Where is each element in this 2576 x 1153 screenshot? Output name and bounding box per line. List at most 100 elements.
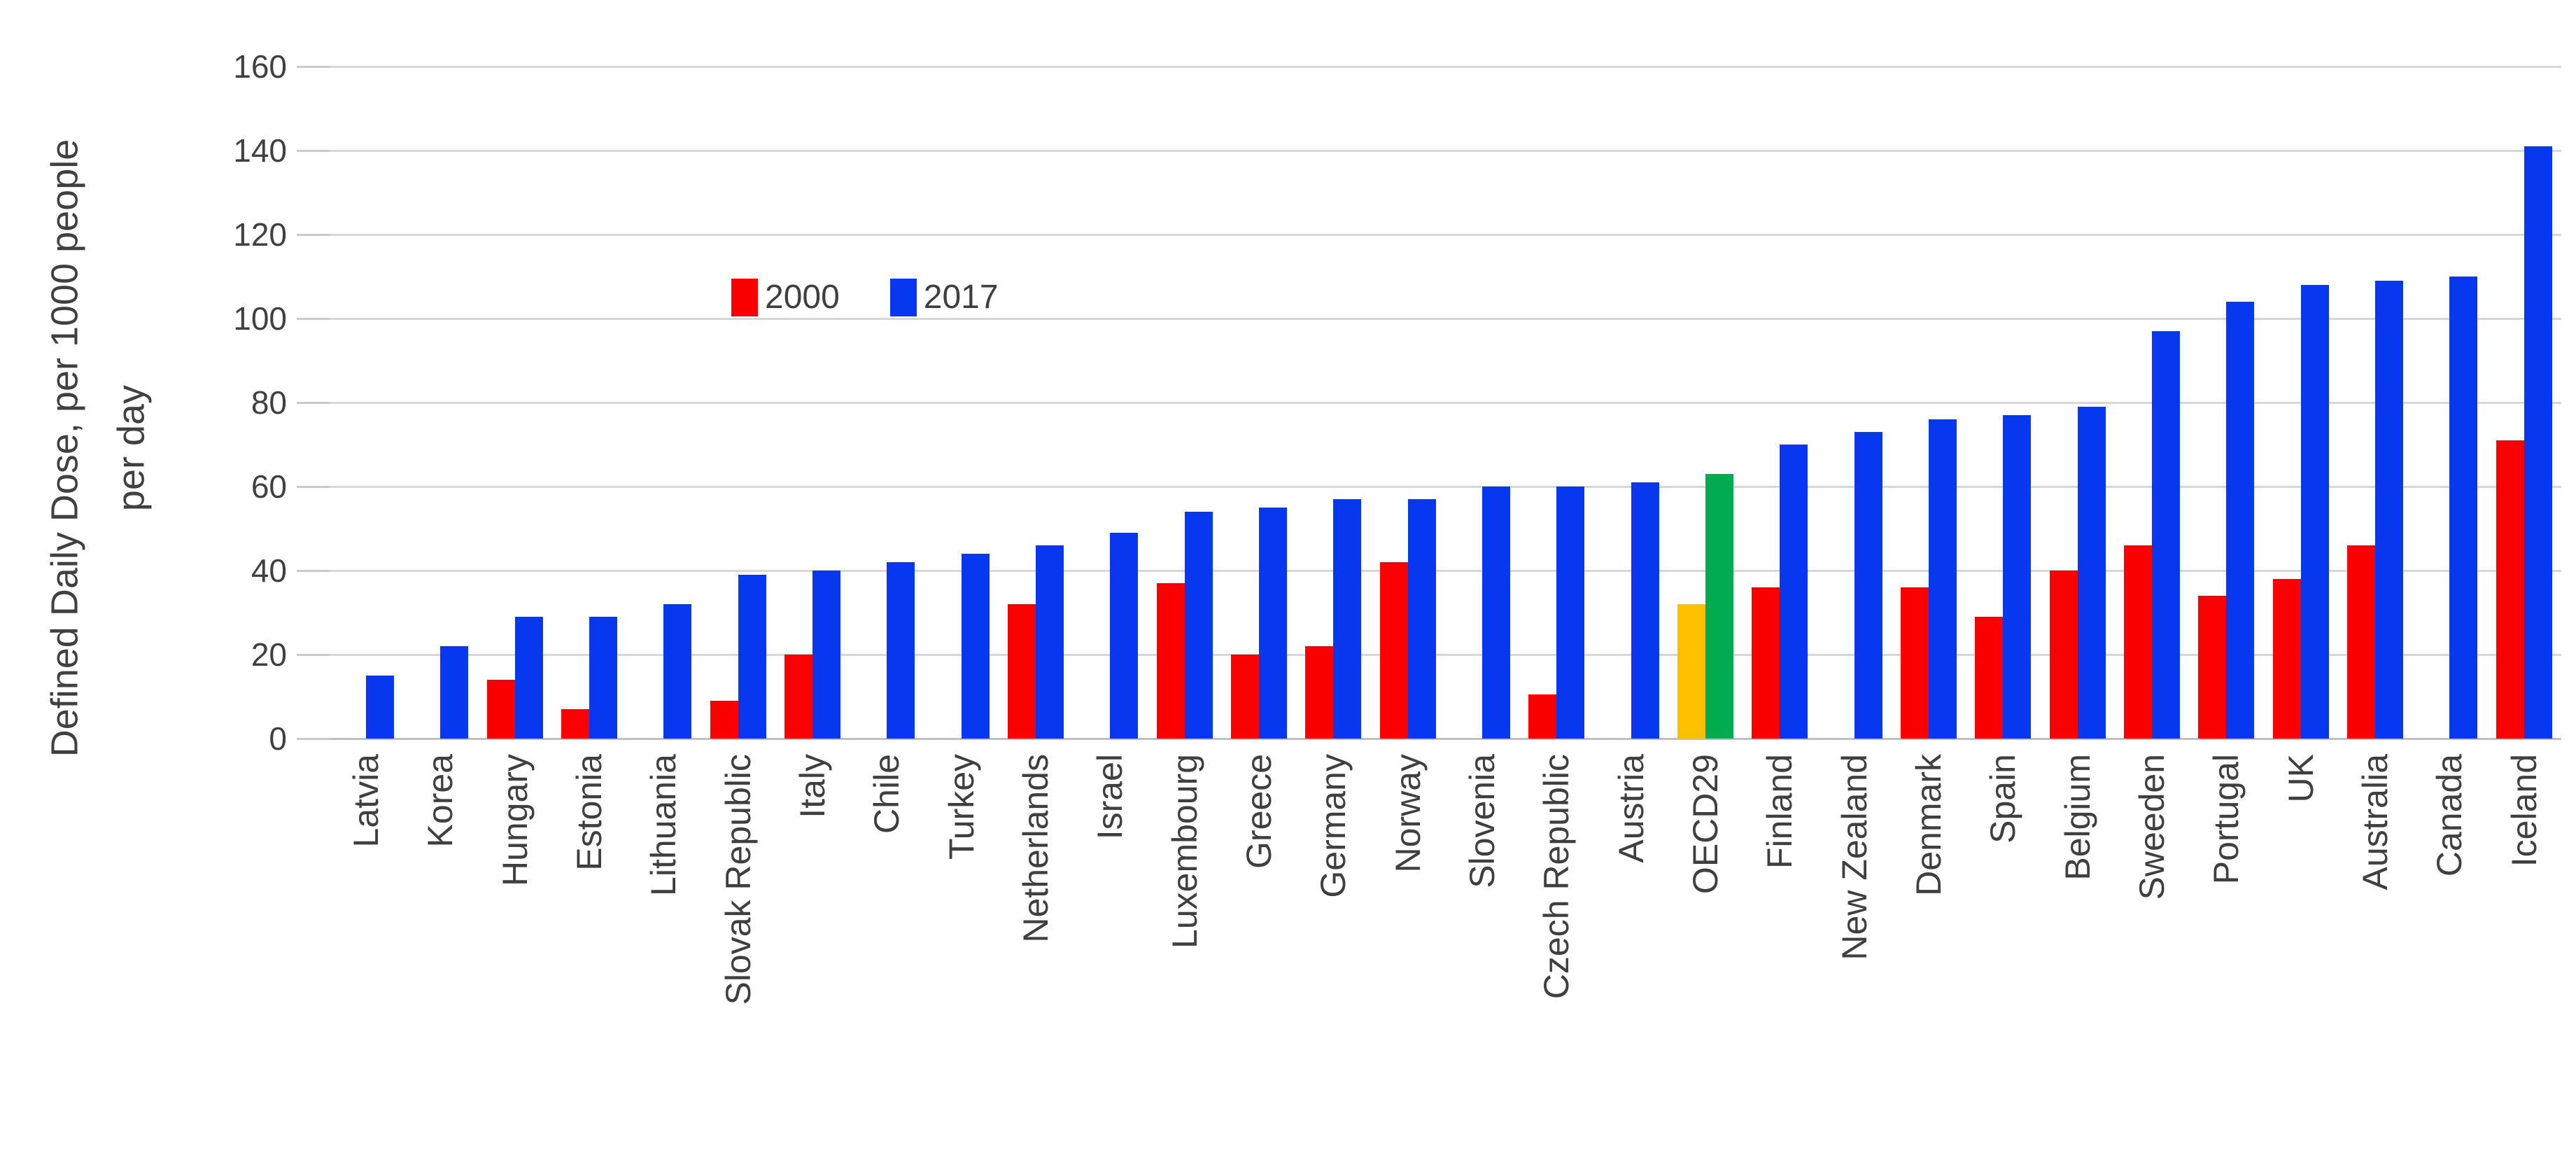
category-slot-australia: Australia [2338,67,2412,890]
x-label-box: Austria [1594,739,1668,1153]
bar-pair [338,676,395,739]
category-slot-portugal: Portugal [2189,67,2263,884]
bar-2017-lithuania [663,604,692,739]
y-tick-label-120: 120 [233,216,287,253]
bar-2000-italy [784,655,813,739]
x-label-box: Korea [403,739,477,1153]
bar-pair [2124,331,2181,739]
x-category-label: Slovak Republic [718,754,758,1005]
x-category-label: Estonia [570,754,610,871]
bar-2000-czech-republic [1528,694,1557,739]
bar-2017-luxembourg [1184,512,1213,739]
plot-area: 160 140 120 100 80 60 40 20 0 Latvia Korea Hungary… [233,48,2561,1005]
bar-pair [1008,545,1064,739]
x-category-label: OECD29 [1686,754,1726,895]
legend: 2000 2017 [731,279,1049,316]
y-tick-160 [297,66,329,68]
x-label-box: Luxembourg [1148,739,1222,1153]
category-slot-germany: Germany [1296,67,1370,898]
x-category-label: Sweeden [2132,754,2172,900]
x-label-box: Israel [1073,739,1147,1153]
category-slot-slovak-republic: Slovak Republic [701,67,775,1005]
x-label-box: Finland [1743,739,1817,1153]
bar-2000-hungary [486,680,515,739]
bar-pair [1379,499,1436,739]
category-slot-chile: Chile [850,67,924,834]
bar-2017-israel [1110,533,1139,739]
legend-label-2017: 2017 [923,279,999,316]
y-tick-80 [297,402,329,404]
gridline-120 [329,234,2561,236]
bar-pair [1677,474,1734,739]
bar-2017-chile [887,562,915,739]
bar-2017-hungary [514,617,543,739]
category-slot-czech-republic: Czech Republic [1519,67,1593,999]
x-label-box: Estonia [552,739,626,1153]
category-slot-austria: Austria [1594,67,1668,863]
x-category-label: Canada [2430,754,2470,877]
bar-pair [1454,487,1511,739]
x-category-label: Lithuania [644,754,684,896]
gridline-140 [329,150,2561,152]
x-category-label: Turkey [941,754,981,860]
bar-2017-slovak-republic [738,575,766,739]
gridline-80 [329,402,2561,404]
bar-2017-netherlands [1036,545,1064,739]
y-tick-0 [297,738,329,740]
category-slot-italy: Italy [775,67,850,818]
bar-2017-korea [440,646,469,739]
x-category-label: Latvia [346,754,386,848]
category-slot-luxembourg: Luxembourg [1148,67,1222,949]
category-slot-greece: Greece [1222,67,1296,869]
bar-2017-italy [812,571,841,739]
x-category-label: Korea [421,754,460,848]
x-label-box: Czech Republic [1519,739,1593,1153]
category-slot-hungary: Hungary [478,67,552,886]
legend-label-2000: 2000 [765,279,840,316]
x-label-box: Belgium [2041,739,2115,1153]
y-tick-label-140: 140 [233,132,287,169]
bar-2000-australia [2347,545,2376,739]
bar-2000-spain [1975,617,2004,739]
bar-2017-iceland [2524,146,2552,739]
x-label-box: Chile [850,739,924,1153]
x-category-label: Spain [1983,754,2023,844]
y-axis-title-line1: Defined Daily Dose, per 1000 people [43,139,86,757]
x-category-label: Chile [867,754,907,834]
bar-pair [859,562,915,739]
bar-2000-sweeden [2124,545,2153,739]
gridline-40 [329,570,2561,572]
bar-2000-belgium [2049,571,2078,739]
x-category-label: Czech Republic [1537,754,1577,1000]
x-category-label: Belgium [2057,754,2097,881]
y-tick-label-100: 100 [233,300,287,337]
y-tick-40 [297,570,329,572]
legend-swatch-2017 [889,279,917,316]
x-category-label: Hungary [495,754,535,886]
x-label-box: Hungary [478,739,552,1153]
bar-pair [934,554,990,739]
y-tick-label-40: 40 [251,552,287,589]
x-category-label: Germany [1314,754,1353,898]
bar-2000-portugal [2198,596,2227,739]
bar-2000-oecd29 [1677,604,1706,739]
bar-2017-austria [1631,482,1659,739]
x-category-label: UK [2281,754,2321,803]
x-label-box: Australia [2338,739,2412,1153]
category-slot-spain: Spain [1966,67,2040,844]
bar-2000-germany [1305,646,1334,739]
bar-pair [784,571,841,739]
x-label-box: Spain [1966,739,2040,1153]
bar-pair [1156,512,1213,739]
bar-2017-denmark [1929,419,1957,739]
x-label-box: Slovak Republic [701,739,775,1153]
category-slot-netherlands: Netherlands [999,67,1073,943]
category-slot-iceland: Iceland [2487,67,2561,867]
x-category-label: Finland [1760,754,1800,869]
bar-2017-finland [1780,445,1808,739]
x-label-box: Denmark [1892,739,1966,1153]
category-slot-korea: Korea [403,67,477,847]
bar-2017-australia [2375,281,2404,739]
bar-pair [2049,407,2106,739]
x-category-label: Italy [793,754,833,818]
